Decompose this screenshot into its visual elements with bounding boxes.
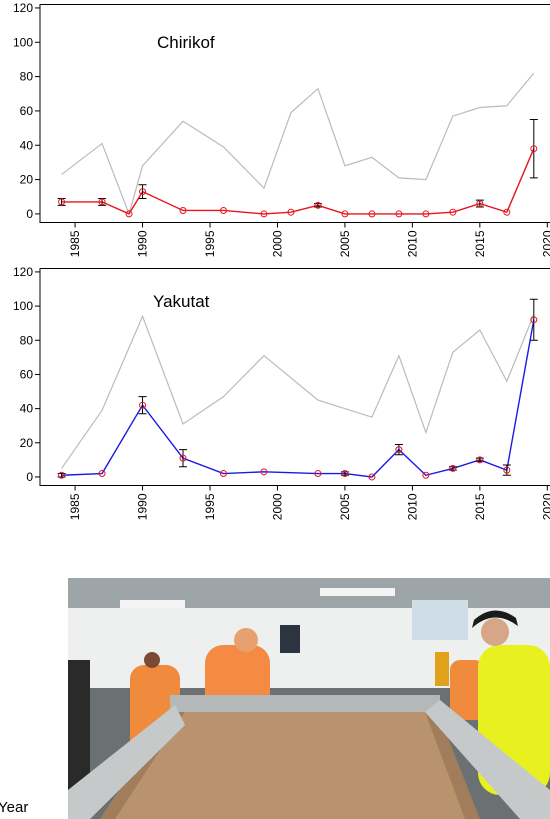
series-line xyxy=(61,148,535,215)
photo xyxy=(68,578,550,819)
marker xyxy=(58,471,66,479)
marker xyxy=(368,210,376,218)
chart-title: Yakutat xyxy=(153,292,210,311)
x-tick-label: 2000 xyxy=(270,230,284,257)
marker xyxy=(476,200,484,208)
error-bar xyxy=(179,449,188,468)
y-tick-label: 40 xyxy=(20,402,34,416)
marker xyxy=(125,210,133,218)
y-tick-label: 0 xyxy=(26,470,33,484)
marker xyxy=(287,208,295,216)
marker xyxy=(503,466,511,474)
marker xyxy=(314,470,322,478)
marker xyxy=(179,454,187,462)
y-tick-label: 80 xyxy=(20,333,34,347)
y-tick-label: 60 xyxy=(20,367,34,381)
marker xyxy=(422,210,430,218)
marker xyxy=(395,446,403,454)
x-tick-label: 2010 xyxy=(405,493,419,520)
marker xyxy=(314,201,322,209)
x-tick-label: 2015 xyxy=(473,230,487,257)
marker xyxy=(530,316,538,324)
x-tick-label: 1990 xyxy=(136,493,150,520)
x-tick-label: 2010 xyxy=(405,230,419,257)
marker xyxy=(395,210,403,218)
chart: 0 20 40 60 80 100 120 1985 1990 1995 2000 2005 2010 2… xyxy=(13,1,550,257)
marker xyxy=(368,473,376,481)
marker xyxy=(341,210,349,218)
x-tick-label: 2005 xyxy=(338,230,352,257)
plot-frame xyxy=(39,4,550,223)
marker xyxy=(422,471,430,479)
marker xyxy=(530,145,538,153)
marker xyxy=(260,468,268,476)
series-line xyxy=(61,72,535,216)
y-tick-label: 20 xyxy=(20,173,34,187)
marker xyxy=(260,210,268,218)
marker xyxy=(449,208,457,216)
x-tick-label: 2020 xyxy=(540,230,550,257)
x-tick-label: 2015 xyxy=(473,493,487,520)
series-line xyxy=(61,314,535,469)
marker xyxy=(341,470,349,478)
error-bar xyxy=(138,396,147,415)
x-tick-label: 2005 xyxy=(338,493,352,520)
error-bar xyxy=(138,184,147,199)
error-bar xyxy=(529,119,538,179)
marker xyxy=(98,470,106,478)
marker xyxy=(449,464,457,472)
x-tick-label: 1985 xyxy=(68,493,82,520)
y-tick-label: 120 xyxy=(13,265,33,279)
x-axis-label: Year xyxy=(0,799,28,816)
marker xyxy=(139,401,147,409)
x-tick-label: 1995 xyxy=(203,230,217,257)
chart: 0 20 40 60 80 100 120 1985 1990 1995 2000 2005 2010 2… xyxy=(13,265,550,520)
x-tick-label: 2000 xyxy=(270,493,284,520)
error-bar xyxy=(529,298,538,341)
marker xyxy=(503,208,511,216)
y-tick-label: 80 xyxy=(20,70,34,84)
y-tick-label: 100 xyxy=(13,299,33,313)
x-tick-label: 1995 xyxy=(203,493,217,520)
x-tick-label: 1985 xyxy=(68,230,82,257)
y-tick-label: 20 xyxy=(20,436,34,450)
y-tick-label: 100 xyxy=(13,35,33,49)
marker xyxy=(179,206,187,214)
marker xyxy=(58,198,66,206)
plot-frame xyxy=(39,268,550,486)
marker xyxy=(219,470,227,478)
x-tick-label: 1990 xyxy=(136,230,150,257)
marker xyxy=(476,456,484,464)
y-tick-label: 60 xyxy=(20,104,34,118)
y-tick-label: 0 xyxy=(26,207,33,221)
chart-title: Chirikof xyxy=(157,33,215,52)
x-tick-label: 2020 xyxy=(540,493,550,520)
y-tick-label: 120 xyxy=(13,1,33,15)
marker xyxy=(219,206,227,214)
y-tick-label: 40 xyxy=(20,138,34,152)
marker xyxy=(139,188,147,196)
marker xyxy=(98,198,106,206)
